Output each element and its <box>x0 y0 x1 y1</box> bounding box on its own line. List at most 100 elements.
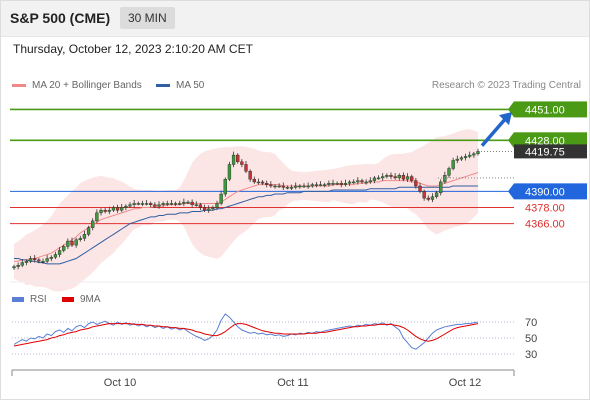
bollinger-band <box>14 129 478 292</box>
candle-body <box>269 184 273 187</box>
candle-body <box>165 203 169 205</box>
candle-body <box>335 183 339 185</box>
chart-datetime: Thursday, October 12, 2023 2:10:20 AM CE… <box>13 42 253 56</box>
legend-rsi-ma: 9MA <box>62 294 101 305</box>
candle-body <box>343 183 348 185</box>
candle-body <box>273 185 277 188</box>
candle-body <box>70 240 74 246</box>
candle-body <box>422 191 426 199</box>
level-tag-2 <box>514 183 587 200</box>
candle-body <box>426 197 430 200</box>
candle-body <box>136 203 140 205</box>
ma50-swatch <box>156 84 170 87</box>
timeframe-button[interactable]: 30 MIN <box>120 7 175 29</box>
candle-body <box>198 204 203 208</box>
candle-body <box>310 184 314 187</box>
candle-body <box>86 227 91 235</box>
candle-body <box>463 156 468 158</box>
candle-body <box>78 238 82 240</box>
candle-body <box>302 185 306 188</box>
x-tick-label-0: Oct 10 <box>104 377 136 389</box>
candle-body <box>207 208 211 211</box>
candle-body <box>331 183 335 185</box>
candle-body <box>223 179 227 195</box>
candle-body <box>57 250 62 255</box>
ma50-label: MA 50 <box>176 80 205 91</box>
current-price-label: 4419.75 <box>525 146 565 158</box>
candle-body <box>28 258 33 262</box>
legend-ma20: MA 20 + Bollinger Bands <box>12 80 142 91</box>
candle-body <box>472 153 476 156</box>
candle-body <box>182 201 186 204</box>
candle-body <box>37 259 41 262</box>
candle-body <box>405 176 410 180</box>
candle-body <box>372 177 377 181</box>
candle-body <box>364 181 368 184</box>
rsi-tick-label-1: 50 <box>525 333 537 345</box>
candle-body <box>318 184 323 186</box>
candle-body <box>265 183 269 185</box>
candle-body <box>215 203 219 208</box>
candle-body <box>368 180 372 183</box>
legend-rsi: RSI <box>12 294 47 305</box>
candle-body <box>12 266 16 269</box>
candle-body <box>236 154 240 163</box>
rsi-swatch <box>12 297 24 302</box>
chart-header: S&P 500 (CME) 30 MIN <box>0 0 590 37</box>
candle-body <box>153 204 157 207</box>
copyright-text: Research © 2023 Trading Central <box>431 80 581 91</box>
candle-body <box>95 212 99 222</box>
candle-body <box>107 209 111 212</box>
candle-body <box>240 161 244 165</box>
candle-body <box>211 207 215 210</box>
ma20-label: MA 20 + Bollinger Bands <box>32 80 142 91</box>
candle-body <box>285 187 290 189</box>
candle-body <box>289 187 294 189</box>
candle-body <box>381 176 385 179</box>
candle-body <box>434 192 439 197</box>
rsi-line <box>13 313 479 350</box>
candle-body <box>16 265 20 267</box>
candle-body <box>33 258 37 261</box>
rsi-ma-line <box>13 323 479 347</box>
candle-body <box>45 258 49 262</box>
candle-body <box>459 157 464 160</box>
level-tag-arrow-1 <box>508 132 514 149</box>
candle-body <box>157 204 161 207</box>
candle-body <box>111 207 116 211</box>
level-label-0: 4451.00 <box>525 104 565 116</box>
rsi-tick-label-0: 70 <box>525 317 537 329</box>
candle-body <box>49 256 53 259</box>
candle-body <box>66 240 70 247</box>
candle-body <box>194 204 198 206</box>
candle-body <box>314 184 319 186</box>
candle-body <box>389 175 393 177</box>
candle-body <box>149 203 153 205</box>
candle-body <box>24 261 29 263</box>
candle-body <box>260 181 265 184</box>
candle-body <box>385 175 389 177</box>
level-tag-0 <box>514 101 587 118</box>
candle-body <box>173 203 178 205</box>
level-label-4: 4366.00 <box>525 219 565 231</box>
candle-body <box>306 185 310 188</box>
candle-body <box>397 175 401 179</box>
candle-body <box>99 209 103 214</box>
legend-ma50: MA 50 <box>156 80 204 91</box>
candle-body <box>62 246 66 251</box>
candle-body <box>347 181 352 184</box>
rsi-label: RSI <box>30 294 47 305</box>
candle-body <box>190 201 194 205</box>
candle-body <box>393 176 397 179</box>
candle-body <box>244 164 248 172</box>
level-tag-arrow-0 <box>508 101 514 118</box>
candle-body <box>323 184 327 186</box>
candle-body <box>82 234 87 239</box>
candle-body <box>161 203 165 205</box>
candle-body <box>20 262 24 266</box>
candle-body <box>53 254 58 258</box>
candle-body <box>281 185 285 188</box>
candle-body <box>277 185 281 188</box>
candle-body <box>74 239 78 246</box>
candle-body <box>219 193 223 204</box>
